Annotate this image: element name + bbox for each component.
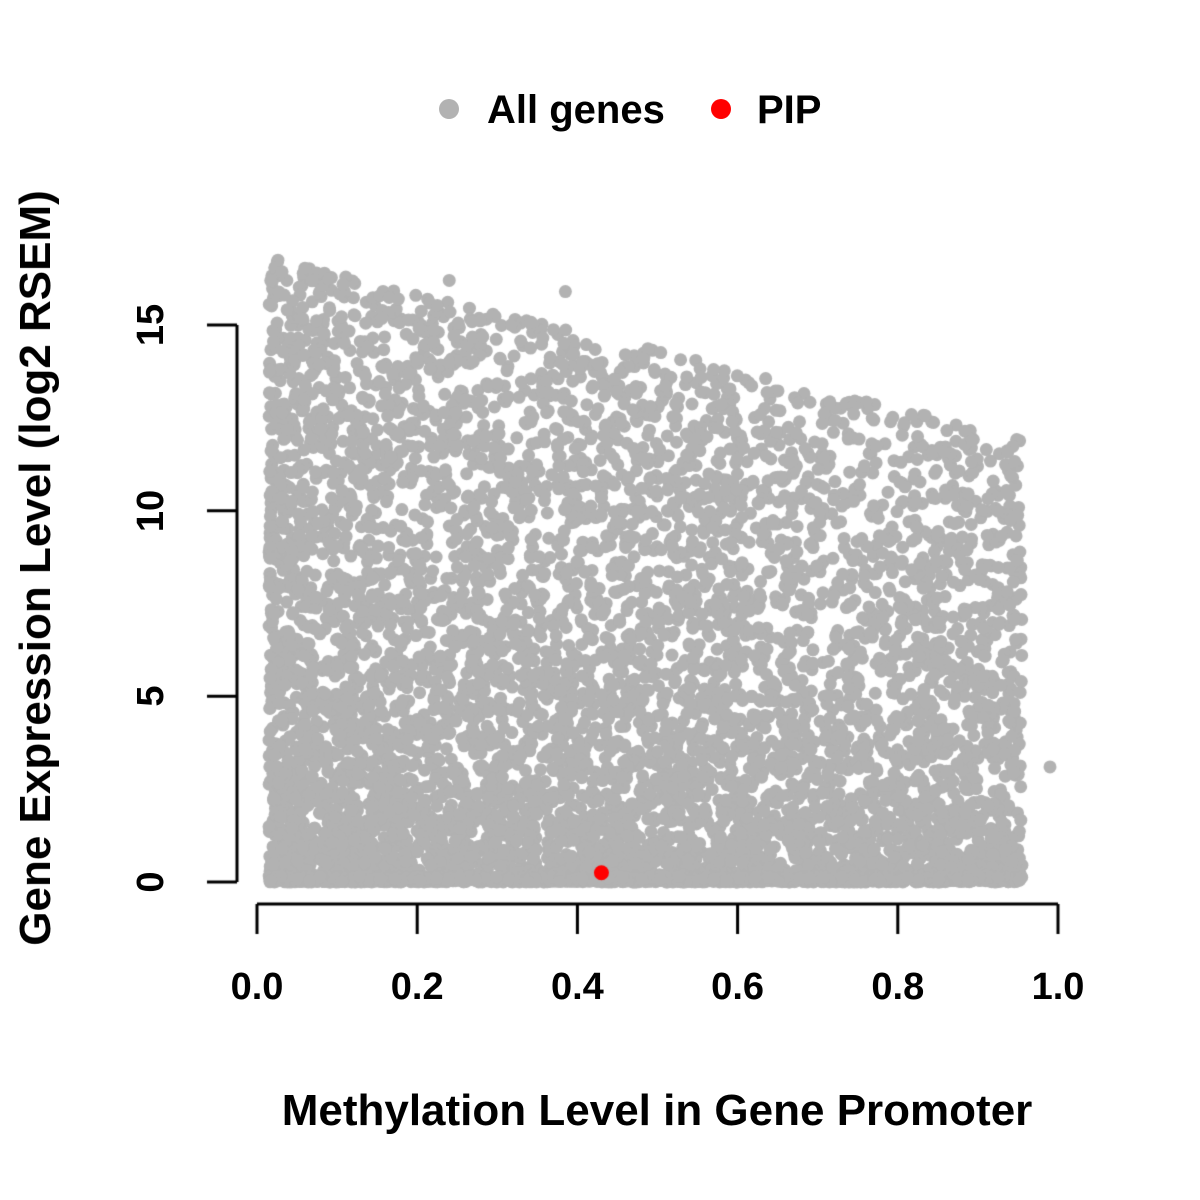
y-tick-label: 0	[130, 871, 172, 893]
y-axis-title: Gene Expression Level (log2 RSEM)	[11, 190, 60, 946]
x-tick-label: 0.0	[230, 966, 284, 1008]
x-tick-label: 1.0	[1031, 966, 1085, 1008]
y-tick-label: 5	[130, 685, 172, 707]
y-tick-label: 15	[130, 303, 172, 347]
legend-label-all-genes: All genes	[487, 88, 665, 132]
x-tick-label: 0.4	[550, 966, 604, 1008]
x-tick-label: 0.8	[871, 966, 925, 1008]
legend-marker-pip-icon	[711, 99, 731, 119]
y-tick-label: 10	[130, 489, 172, 532]
legend-marker-all-genes-icon	[439, 99, 459, 119]
x-tick-label: 0.6	[711, 966, 765, 1008]
legend-label-pip: PIP	[757, 88, 822, 132]
x-tick-label: 0.2	[390, 966, 444, 1008]
x-axis-title: Methylation Level in Gene Promoter	[281, 1086, 1033, 1135]
